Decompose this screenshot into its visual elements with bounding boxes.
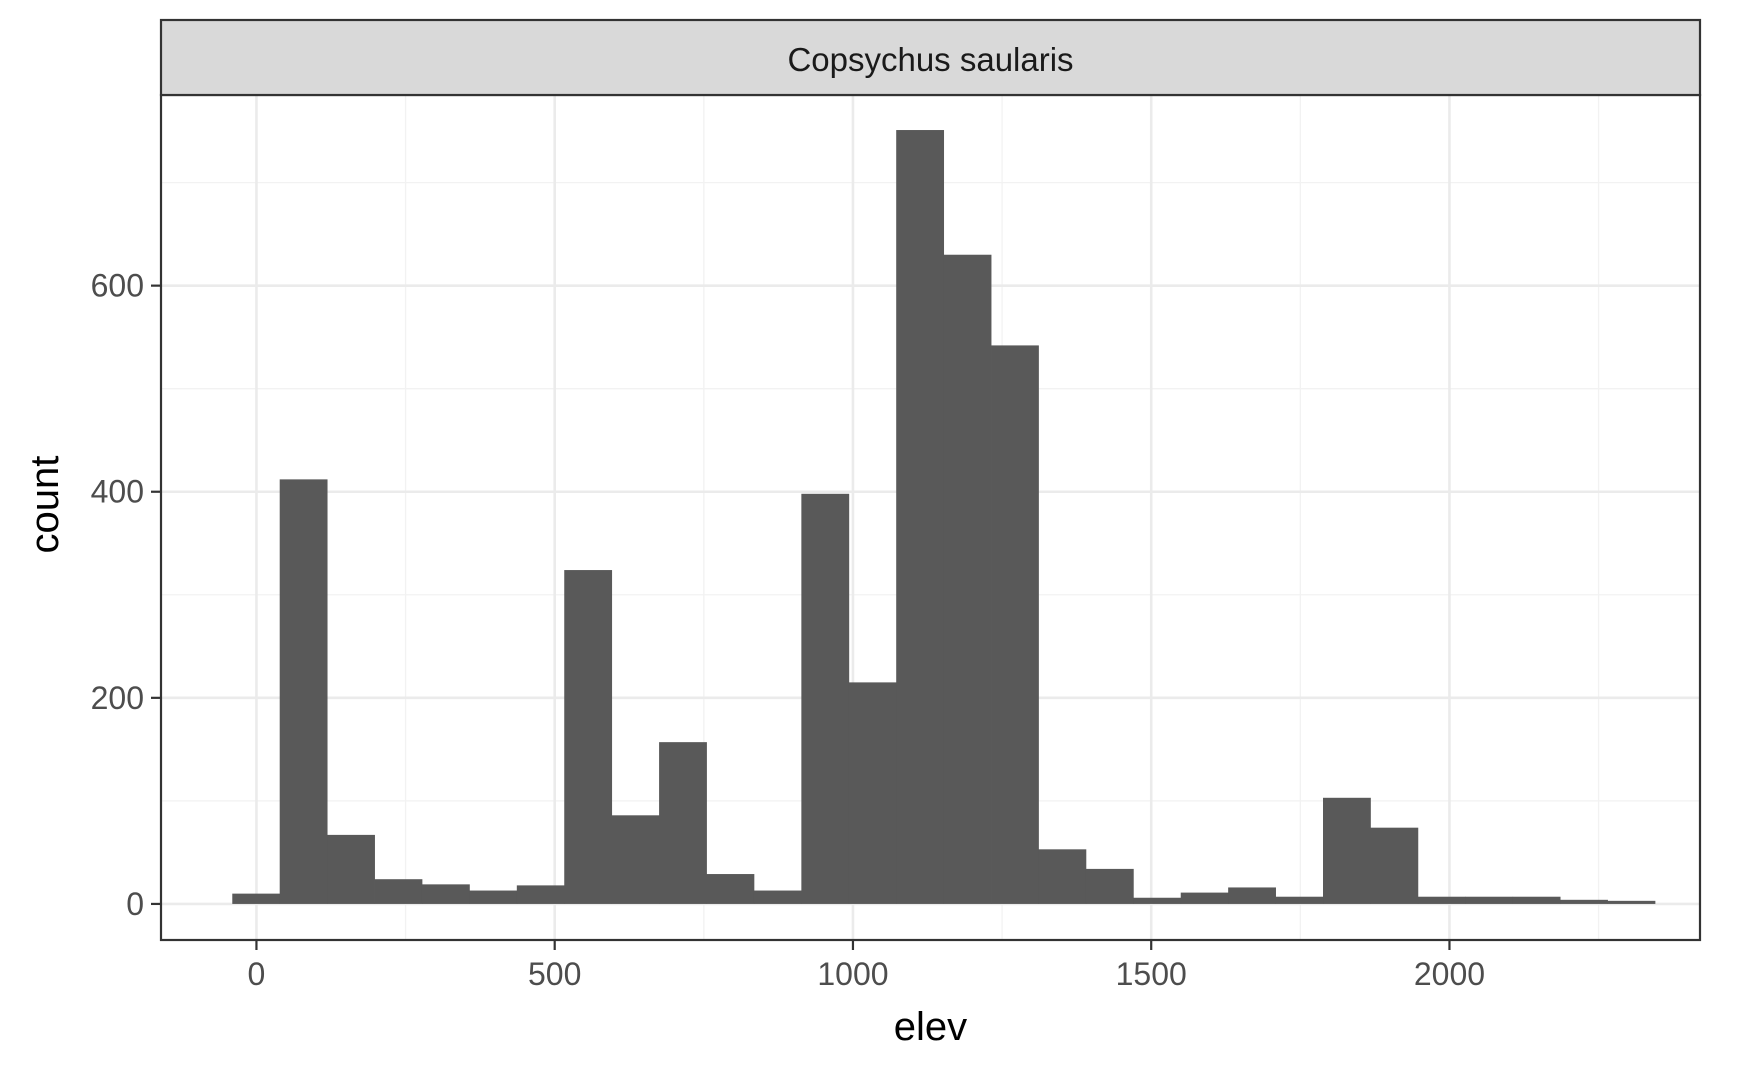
y-tick-label-200: 200 — [91, 680, 144, 716]
histogram-bar-26 — [1465, 896, 1514, 904]
facet-strip-background — [159, 18, 1702, 97]
y-axis-ticks: 0 200 400 600 — [91, 268, 161, 922]
histogram-bar-5 — [469, 890, 518, 904]
x-tick-label-1000: 1000 — [817, 956, 888, 992]
histogram-bar-14 — [896, 130, 945, 904]
histogram-bar-8 — [611, 815, 660, 904]
histogram-bar-24 — [1370, 827, 1419, 904]
histogram-bar-19 — [1133, 897, 1182, 904]
histogram-bar-18 — [1085, 868, 1134, 904]
histogram-bar-21 — [1228, 887, 1276, 904]
x-tick-label-2000: 2000 — [1414, 956, 1485, 992]
x-axis-title: elev — [894, 1005, 967, 1049]
histogram-bar-11 — [753, 890, 802, 904]
histogram-bar-7 — [564, 570, 613, 904]
facet-label: Copsychus saularis — [787, 41, 1073, 78]
x-tick-label-0: 0 — [248, 956, 266, 992]
histogram-bar-2 — [327, 834, 375, 904]
histogram-bar-16 — [991, 345, 1039, 904]
histogram-bar-23 — [1323, 797, 1371, 904]
histogram-bar-13 — [848, 682, 897, 904]
y-tick-label-400: 400 — [91, 474, 144, 510]
facet-strip: Copsychus saularis — [159, 18, 1702, 97]
y-tick-label-0: 0 — [126, 886, 144, 922]
histogram-bar-15 — [943, 254, 992, 904]
histogram-bar-27 — [1512, 896, 1561, 904]
histogram-bar-20 — [1180, 892, 1229, 904]
y-tick-label-600: 600 — [91, 268, 144, 304]
histogram-bars — [232, 130, 1656, 904]
histogram-bar-9 — [659, 742, 707, 904]
histogram-bar-25 — [1417, 896, 1466, 904]
histogram-bar-22 — [1275, 896, 1324, 904]
histogram-bar-28 — [1560, 899, 1608, 904]
histogram-bar-17 — [1038, 849, 1087, 904]
histogram-bar-0 — [232, 893, 281, 904]
y-axis-title: count — [23, 456, 67, 554]
histogram-bar-1 — [279, 479, 328, 904]
histogram-bar-3 — [374, 879, 423, 904]
histogram-bar-29 — [1607, 900, 1656, 904]
histogram-bar-6 — [516, 885, 565, 904]
x-axis-ticks: 0 500 1000 1500 2000 — [248, 940, 1485, 992]
x-tick-label-500: 500 — [528, 956, 581, 992]
histogram-bar-12 — [801, 493, 850, 904]
histogram-bar-10 — [706, 874, 755, 904]
x-tick-label-1500: 1500 — [1116, 956, 1187, 992]
histogram-bar-4 — [421, 884, 470, 904]
